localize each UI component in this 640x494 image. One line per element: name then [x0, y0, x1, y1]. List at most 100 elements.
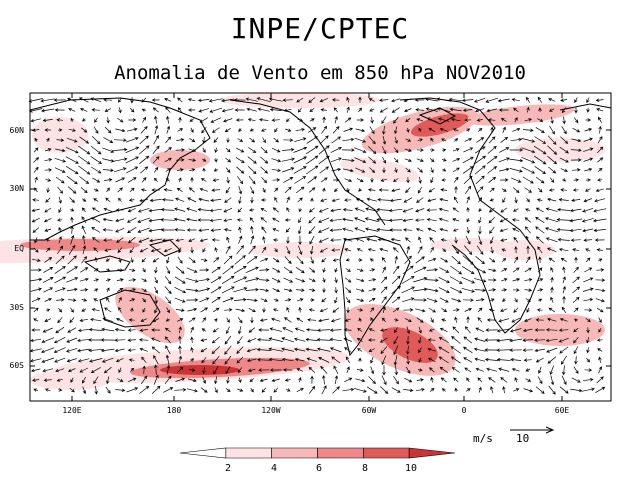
- wind-arrow: [598, 317, 602, 324]
- wind-arrow: [151, 346, 161, 354]
- wind-arrow: [238, 186, 243, 195]
- wind-arrow: [55, 255, 65, 265]
- wind-arrow: [309, 288, 316, 292]
- wind-arrow: [572, 276, 580, 284]
- wind-arrow: [357, 308, 364, 312]
- wind-arrow: [141, 278, 148, 282]
- wind-arrow: [296, 97, 304, 103]
- wind-arrow: [413, 277, 428, 283]
- wind-arrow: [475, 298, 485, 302]
- wind-arrow: [388, 218, 403, 223]
- wind-arrow: [526, 197, 530, 203]
- wind-arrow: [548, 307, 556, 313]
- wind-arrow: [441, 158, 447, 162]
- wind-arrow: [574, 97, 578, 104]
- anomaly-region: [495, 240, 555, 260]
- wind-arrow: [488, 278, 497, 282]
- wind-arrow: [341, 158, 355, 163]
- wind-arrow: [477, 377, 483, 383]
- wind-arrow: [150, 248, 161, 253]
- wind-arrow: [570, 148, 582, 152]
- wind-arrow: [512, 187, 520, 193]
- wind-arrow: [478, 217, 482, 224]
- wind-arrow: [258, 328, 270, 332]
- wind-arrow: [293, 166, 307, 174]
- wind-arrow: [31, 258, 41, 263]
- wind-arrow: [489, 298, 495, 302]
- wind-arrow: [334, 188, 338, 193]
- wind-arrow: [174, 286, 187, 294]
- wind-arrow: [332, 386, 340, 394]
- wind-arrow: [594, 198, 606, 203]
- wind-arrow: [466, 206, 470, 213]
- wind-arrow: [416, 148, 424, 152]
- wind-arrow: [417, 186, 423, 194]
- wind-arrow: [430, 317, 434, 323]
- wind-arrow: [425, 278, 439, 283]
- wind-arrow: [486, 367, 498, 372]
- wind-arrow: [210, 276, 222, 284]
- wind-arrow: [310, 298, 315, 302]
- wind-arrow: [489, 187, 495, 193]
- wind-arrow: [478, 386, 482, 393]
- wind-arrow: [225, 186, 231, 194]
- wind-arrow: [165, 345, 171, 355]
- wind-arrow: [188, 108, 196, 112]
- wind-arrow: [44, 128, 51, 132]
- wind-arrow: [418, 336, 422, 344]
- wind-arrow: [226, 137, 230, 144]
- wind-arrow: [142, 297, 146, 303]
- wind-arrow: [465, 185, 472, 194]
- wind-arrow: [574, 318, 578, 322]
- wind-arrow: [178, 177, 182, 183]
- wind-arrow: [369, 167, 376, 174]
- wind-arrow: [55, 148, 66, 153]
- wind-arrow: [487, 145, 497, 154]
- wind-arrow: [534, 166, 547, 175]
- wind-arrow: [246, 256, 258, 264]
- wind-arrow: [88, 338, 103, 342]
- wind-arrow: [511, 367, 520, 372]
- wind-arrow: [250, 317, 254, 324]
- wind-arrow: [370, 366, 375, 375]
- wind-arrow: [201, 126, 207, 134]
- wind-arrow: [319, 308, 328, 313]
- lat-label-30n: 30N: [9, 184, 24, 193]
- wind-arrow: [54, 265, 66, 274]
- wind-arrow: [148, 208, 163, 213]
- wind-arrow: [139, 347, 148, 352]
- wind-arrow: [81, 225, 87, 235]
- wind-arrow: [404, 317, 412, 323]
- wind-arrow: [598, 116, 602, 123]
- wind-arrow: [548, 257, 555, 263]
- wind-arrow: [463, 336, 473, 344]
- wind-arrow: [214, 387, 218, 394]
- wind-arrow: [79, 136, 90, 144]
- wind-arrow: [550, 116, 554, 124]
- wind-arrow: [151, 98, 160, 102]
- wind-arrow: [331, 167, 342, 172]
- wind-arrow: [140, 126, 148, 134]
- wind-arrow: [592, 218, 607, 223]
- wind-arrow: [391, 387, 401, 393]
- wind-arrow: [250, 387, 254, 393]
- wind-arrow: [154, 125, 159, 135]
- wind-arrow: [44, 158, 53, 162]
- wind-arrow: [58, 207, 62, 214]
- wind-arrow: [417, 368, 423, 372]
- wind-arrow: [126, 166, 139, 174]
- wind-arrow: [322, 116, 326, 123]
- wind-arrow: [185, 288, 199, 293]
- wind-arrow: [188, 148, 197, 153]
- wind-arrow: [283, 368, 293, 372]
- wind-arrow: [118, 306, 122, 313]
- wind-arrow: [118, 296, 122, 303]
- wind-arrow: [573, 366, 579, 374]
- wind-arrow: [597, 157, 604, 163]
- wind-arrow: [284, 378, 291, 382]
- wind-arrow: [586, 97, 590, 104]
- wind-arrow: [190, 176, 194, 183]
- wind-arrow: [439, 366, 449, 373]
- wind-arrow: [490, 386, 494, 394]
- wind-arrow: [66, 287, 78, 292]
